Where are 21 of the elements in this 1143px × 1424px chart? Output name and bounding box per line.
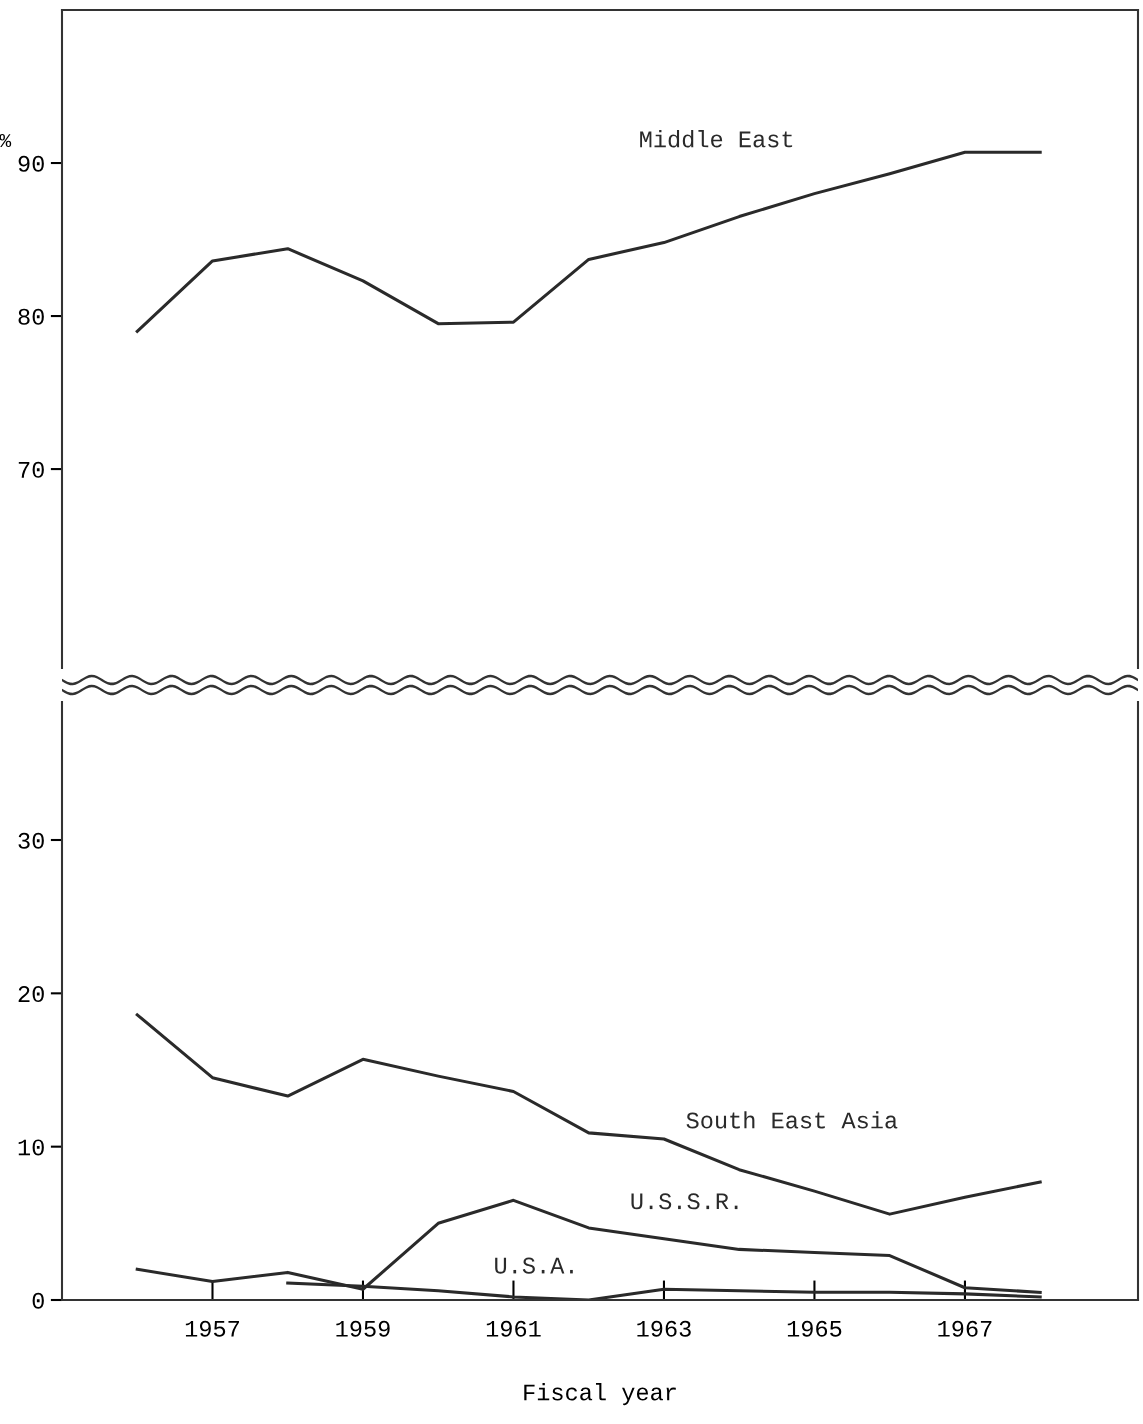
y-tick-label: 70: [18, 461, 44, 478]
x-tick-label: 1957: [185, 1320, 239, 1337]
x-tick-label: 1961: [486, 1320, 541, 1337]
series-label: U.S.S.R.: [631, 1193, 738, 1210]
line-series: [135, 150, 1042, 333]
y-tick-label: 90: [18, 155, 44, 172]
x-tick-label: 1967: [938, 1320, 992, 1337]
series-label: U.S.A.: [495, 1257, 573, 1274]
x-axis-title: Fiscal year: [524, 1383, 676, 1406]
text: Middle East: [640, 130, 793, 148]
y-axis-title: %: [0, 134, 12, 148]
x-tick-label: 1963: [637, 1320, 691, 1337]
x-tick-label: 1959: [336, 1320, 390, 1337]
y-tick-label: 10: [18, 1139, 44, 1156]
y-tick-label: 0: [32, 1292, 44, 1309]
series-label: South East Asia: [686, 1111, 898, 1129]
line-series: [135, 1013, 1042, 1216]
y-tick-label: 30: [18, 832, 44, 849]
x-tick-label: 1965: [787, 1320, 842, 1337]
y-tick-label: 80: [18, 308, 44, 325]
y-tick-label: 20: [18, 986, 44, 1003]
